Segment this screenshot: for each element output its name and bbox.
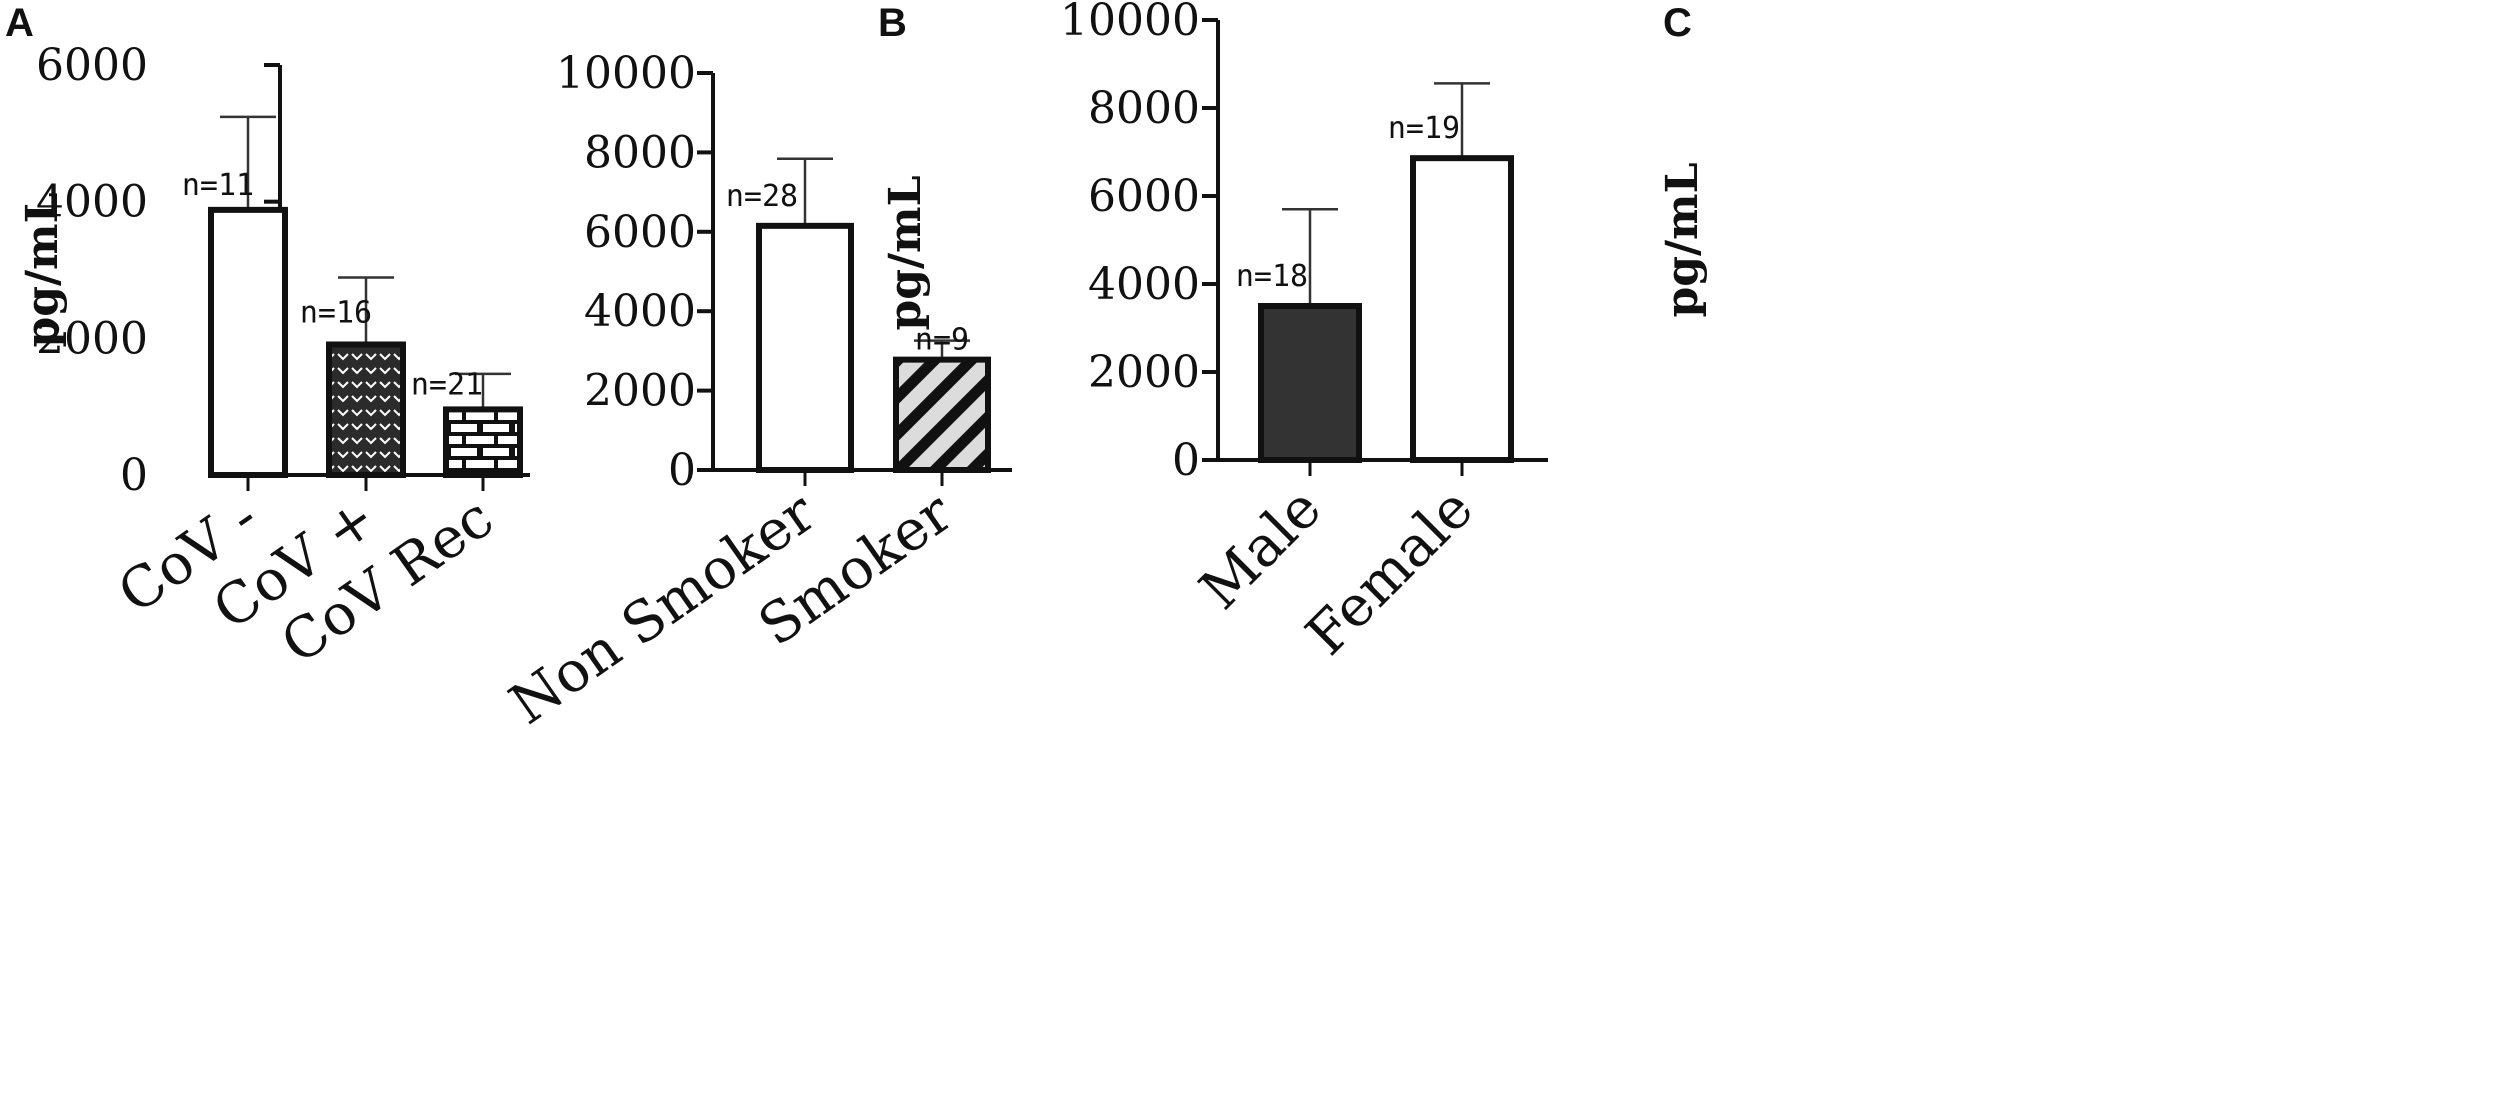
panel-a-y-tick-label: 0 — [120, 450, 148, 501]
panel-b-bar — [893, 356, 991, 473]
panel-c-y-tick-label: 0 — [1172, 435, 1200, 486]
panel-b-y-tick-label: 10000 — [556, 48, 696, 99]
panel-c-bar — [1258, 303, 1362, 463]
panel-b-y-tick-label: 8000 — [584, 127, 696, 178]
panel-c-category-label: Female — [1294, 476, 1486, 668]
panel-a-bar — [326, 341, 406, 478]
panel-b-n-label: n=28 — [726, 179, 798, 214]
panel-c-chart: C pg/mL 0 2000 4000 6000 8000 10000 n=18 Male n=… — [1060, 0, 1708, 668]
panel-b-bar — [756, 222, 854, 473]
panel-c-n-label: n=18 — [1236, 259, 1308, 294]
panel-c-y-tick-label: 2000 — [1088, 347, 1200, 398]
panel-a-n-label: n=21 — [411, 367, 483, 402]
panel-a-bar — [443, 406, 523, 478]
panel-b-letter: B — [878, 1, 907, 45]
panel-b-y-tick-label: 2000 — [584, 366, 696, 417]
panel-a-y-tick-label: 6000 — [36, 40, 148, 91]
panel-a-n-label: n=16 — [300, 295, 372, 330]
panel-b-n-label: n=9 — [915, 323, 969, 358]
panel-c-y-tick-label: 8000 — [1088, 83, 1200, 134]
panel-a-y-axis-label: pg/mL — [17, 192, 68, 347]
panel-c-category-label: Male — [1188, 476, 1334, 622]
panel-c-y-tick-label: 4000 — [1088, 259, 1200, 310]
panel-c-n-label: n=19 — [1388, 111, 1460, 146]
panel-a-letter: A — [5, 1, 34, 45]
panel-c-bar — [1410, 155, 1514, 463]
panel-c-letter: C — [1663, 1, 1692, 45]
panel-a-y-tick-label: 2000 — [36, 313, 148, 364]
panel-a-n-label: n=11 — [182, 168, 254, 203]
panel-c-y-tick-label: 6000 — [1088, 171, 1200, 222]
panel-c-y-tick-label: 10000 — [1060, 0, 1200, 46]
panel-a-bar — [208, 206, 288, 478]
panel-b-y-axis-label: pg/mL — [880, 175, 931, 330]
panel-b-y-tick-label: 6000 — [584, 207, 696, 258]
panel-b-y-tick-label: 4000 — [584, 286, 696, 337]
panel-b-y-tick-label: 0 — [668, 445, 696, 496]
panel-a-y-tick-label: 4000 — [36, 177, 148, 228]
panel-c-y-axis-label: pg/mL — [1657, 162, 1708, 317]
